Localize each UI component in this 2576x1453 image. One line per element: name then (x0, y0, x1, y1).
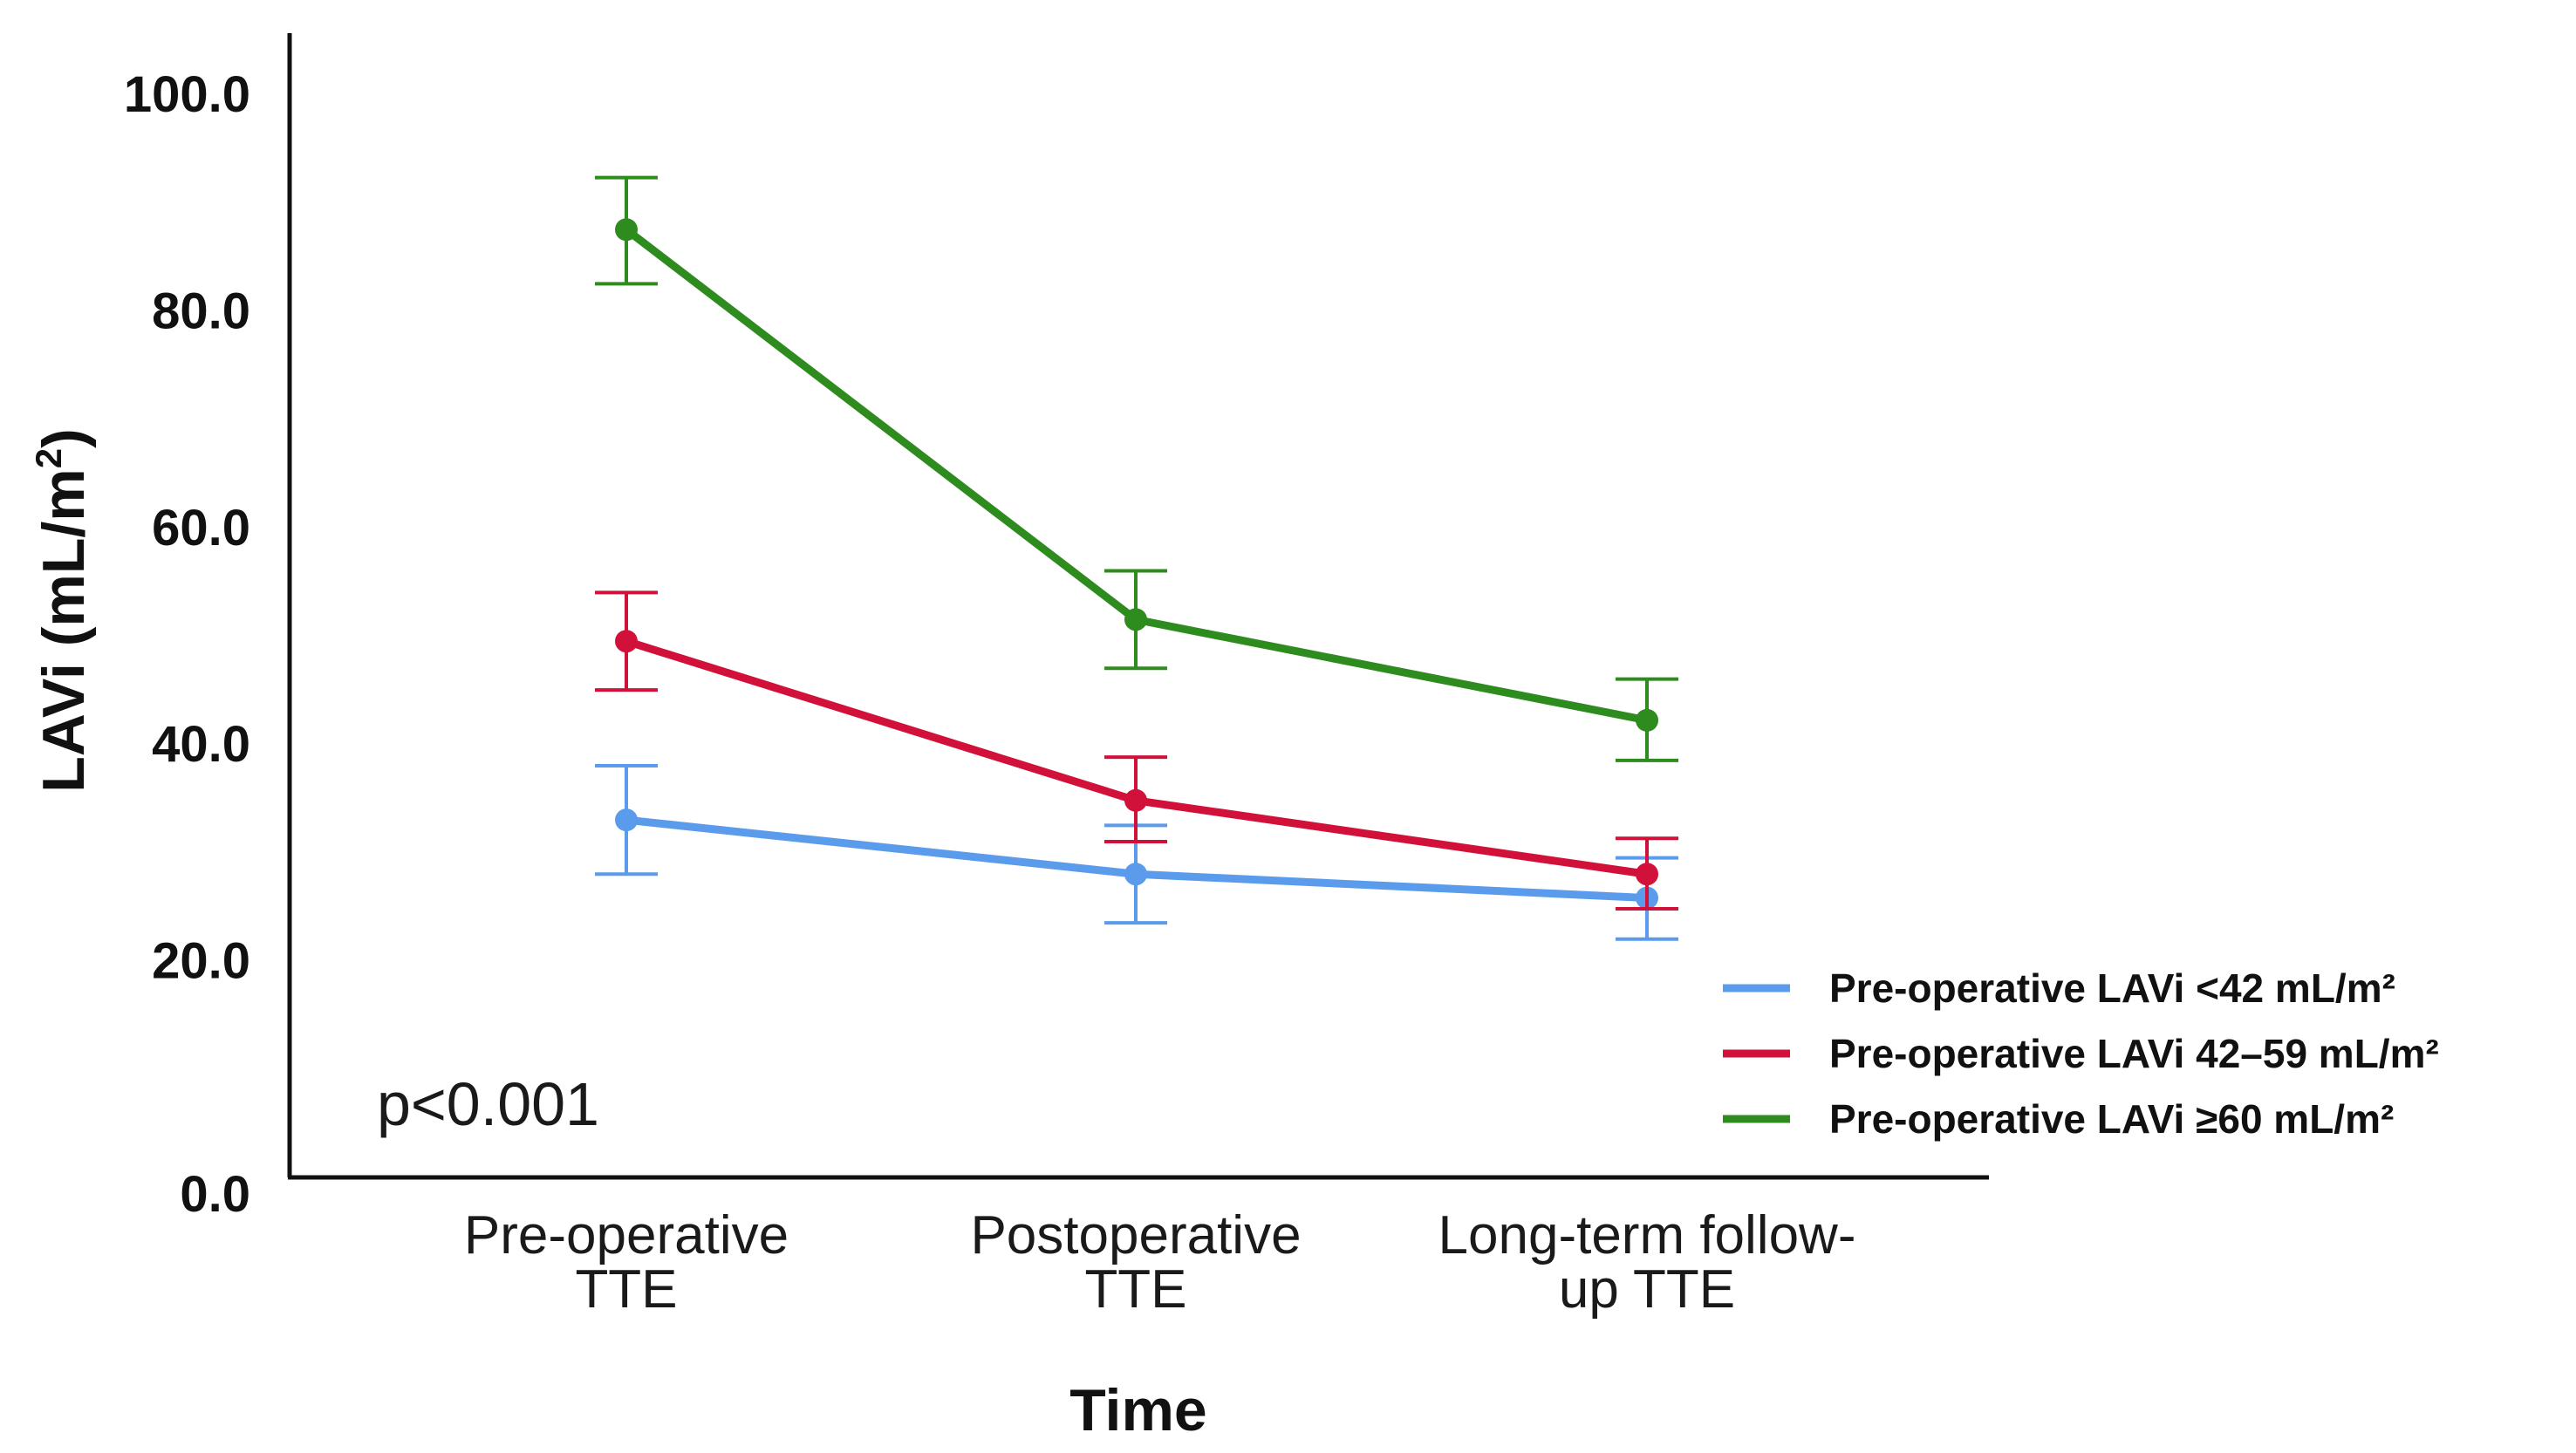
plot-area (287, 33, 1989, 1180)
x-category-label: TTE (575, 1259, 677, 1320)
legend-label: Pre-operative LAVi <42 mL/m² (1829, 965, 2395, 1011)
data-point (615, 808, 638, 832)
data-point (1124, 788, 1147, 812)
legend-label: Pre-operative LAVi ≥60 mL/m² (1829, 1096, 2394, 1142)
x-category-label: Postoperative (970, 1205, 1301, 1265)
data-point (1124, 863, 1147, 886)
x-category-labels: Pre-operativeTTEPostoperativeTTELong-ter… (464, 1205, 1856, 1320)
y-tick-label: 80.0 (152, 283, 250, 339)
y-axis-title-close: ) (31, 428, 97, 448)
x-category-label: Long-term follow- (1438, 1205, 1856, 1265)
y-axis-title: LAVi (mL/m2) (28, 428, 97, 793)
series-layer (595, 175, 1678, 941)
y-tick-label: 60.0 (152, 500, 250, 556)
data-point (615, 630, 638, 653)
data-point (1124, 608, 1147, 631)
data-point (1636, 708, 1658, 732)
y-axis-title-superscript: 2 (28, 448, 69, 468)
x-category-label: up TTE (1559, 1259, 1735, 1320)
x-axis-title: Time (1069, 1377, 1206, 1443)
y-tick-label: 20.0 (152, 933, 250, 990)
legend-label: Pre-operative LAVi 42–59 mL/m² (1829, 1031, 2439, 1076)
series-group (595, 590, 1678, 911)
legend: Pre-operative LAVi <42 mL/m² Pre-operativ… (1723, 965, 2439, 1142)
data-point (615, 218, 638, 242)
series-group (595, 175, 1678, 762)
y-tick-label: 0.0 (180, 1166, 250, 1223)
x-category-label: TTE (1084, 1259, 1186, 1320)
y-tick-label: 40.0 (152, 716, 250, 773)
x-category-label: Pre-operative (464, 1205, 789, 1265)
y-axis-title-main: LAVi (mL/m (31, 468, 97, 793)
data-point (1636, 863, 1658, 886)
y-tick-labels: 0.0 20.0 40.0 60.0 80.0 100.0 (124, 66, 250, 1223)
y-tick-label: 100.0 (124, 66, 250, 123)
p-value-annotation: p<0.001 (377, 1070, 599, 1138)
